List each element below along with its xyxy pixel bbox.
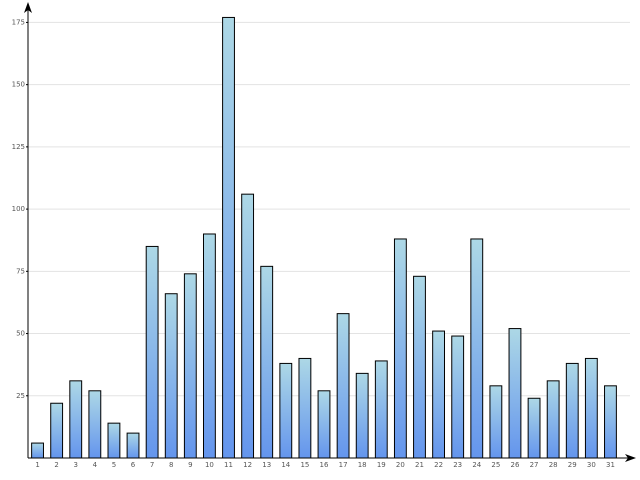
bar <box>470 238 484 459</box>
bar <box>126 432 140 459</box>
x-tick-label: 31 <box>606 461 615 469</box>
x-tick-label: 21 <box>415 461 424 469</box>
grid <box>28 21 630 397</box>
bar <box>584 357 598 459</box>
x-tick-label: 5 <box>112 461 116 469</box>
bar <box>50 402 64 459</box>
bar <box>241 193 255 459</box>
x-tick-label: 22 <box>434 461 443 469</box>
bar <box>432 330 446 459</box>
y-tick-label: 175 <box>12 18 25 26</box>
bar <box>145 245 159 459</box>
bar <box>336 313 350 459</box>
bar <box>69 380 83 459</box>
bar <box>393 238 407 459</box>
x-tick-label: 11 <box>224 461 233 469</box>
bar <box>222 16 235 459</box>
bar <box>107 422 121 459</box>
x-tick-label: 4 <box>93 461 98 469</box>
x-tick-label: 29 <box>568 461 577 469</box>
x-tick-label: 24 <box>472 461 481 469</box>
x-tick-label: 19 <box>377 461 386 469</box>
x-tick-label: 17 <box>339 461 348 469</box>
x-tick-label: 15 <box>300 461 309 469</box>
bar <box>451 335 465 459</box>
y-axis-arrow <box>24 2 32 13</box>
bar <box>565 362 579 459</box>
x-tick-label: 9 <box>188 461 192 469</box>
bar <box>279 362 293 459</box>
x-tick-label: 6 <box>131 461 136 469</box>
bar <box>88 390 102 459</box>
x-tick-label: 8 <box>169 461 173 469</box>
bar <box>489 385 503 459</box>
bar <box>508 328 522 459</box>
bars <box>31 16 617 459</box>
x-tick-label: 20 <box>396 461 405 469</box>
x-tick-label: 7 <box>150 461 154 469</box>
y-tick-label: 75 <box>16 267 25 275</box>
x-axis-arrow <box>625 454 636 462</box>
y-tick-label: 150 <box>12 81 25 89</box>
x-tick-label: 27 <box>530 461 539 469</box>
x-tick-label: 26 <box>511 461 520 469</box>
x-tick-label: 23 <box>453 461 462 469</box>
x-tick-label: 13 <box>262 461 271 469</box>
bar <box>413 275 426 459</box>
x-tick-label: 28 <box>549 461 558 469</box>
bar <box>31 442 44 459</box>
bar <box>183 273 197 459</box>
x-tick-label: 10 <box>205 461 214 469</box>
x-tick-label: 1 <box>35 461 39 469</box>
bar <box>546 380 560 459</box>
x-tick-label: 3 <box>74 461 78 469</box>
bar <box>374 360 388 459</box>
x-tick-label: 2 <box>54 461 58 469</box>
bar <box>604 385 617 459</box>
bar <box>355 372 369 459</box>
bar <box>298 357 312 459</box>
x-tick-label: 30 <box>587 461 596 469</box>
bar <box>260 265 274 459</box>
x-tick-label: 14 <box>281 461 290 469</box>
bar <box>317 390 331 459</box>
x-tick-label: 25 <box>491 461 500 469</box>
y-tick-label: 100 <box>12 205 25 213</box>
x-tick-label: 16 <box>320 461 329 469</box>
y-tick-label: 125 <box>12 143 25 151</box>
bar <box>202 233 216 459</box>
bar <box>164 293 178 459</box>
y-tick-label: 50 <box>16 330 25 338</box>
x-tick-label: 18 <box>358 461 367 469</box>
x-tick-label: 12 <box>243 461 252 469</box>
bar <box>527 397 541 459</box>
y-tick-label: 25 <box>16 392 25 400</box>
